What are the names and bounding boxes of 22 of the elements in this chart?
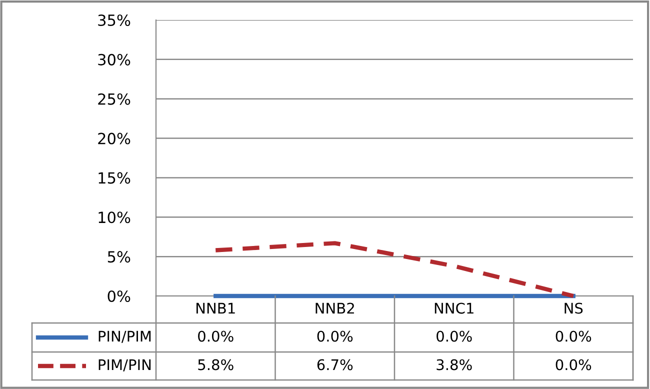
- y-tick-label: 0%: [108, 290, 130, 302]
- y-tick-label: 35%: [98, 14, 130, 26]
- y-tick-label: 30%: [98, 54, 130, 66]
- x-tick-label: NNC1: [434, 302, 474, 314]
- x-tick-label: NNB2: [316, 302, 354, 314]
- data-label: 0.0%: [556, 359, 592, 370]
- legend-label: PIM/PIN: [98, 359, 151, 372]
- data-label: 0.0%: [556, 330, 592, 342]
- y-tick-label: 5%: [108, 251, 130, 263]
- data-label: 0.0%: [436, 330, 472, 342]
- data-label: 5.8%: [198, 359, 234, 370]
- data-label: 6.7%: [317, 359, 353, 370]
- data-label: 3.8%: [436, 359, 472, 370]
- y-tick-label: 15%: [98, 172, 130, 184]
- data-label: 0.0%: [317, 330, 353, 342]
- y-tick-label: 10%: [98, 212, 130, 224]
- legend-label: PIN/PIM: [98, 330, 151, 343]
- y-tick-label: 25%: [98, 93, 130, 105]
- x-tick-label: NNB1: [196, 302, 235, 314]
- data-label: 0.0%: [198, 330, 234, 342]
- y-tick-label: 20%: [98, 132, 130, 144]
- x-tick-label: NS: [564, 302, 583, 314]
